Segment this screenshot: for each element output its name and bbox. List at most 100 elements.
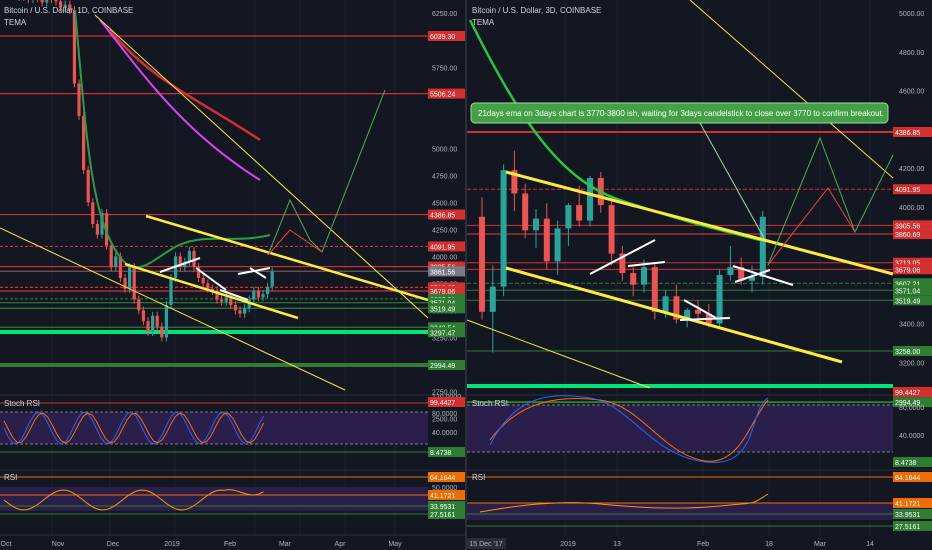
left-price-tag-3: 4091.95 — [430, 244, 455, 251]
right-candle-body-18 — [673, 296, 680, 320]
left-candle-body-56 — [266, 286, 270, 295]
right-x-tick-label: 2019 — [560, 541, 576, 548]
left-price-tag-10-bg — [428, 297, 465, 308]
right-candle-body-16 — [651, 267, 658, 312]
left-candle-body-31 — [151, 315, 155, 332]
left-stoch-tag-0-bg — [428, 397, 465, 407]
right-price-tag-4-bg — [893, 229, 932, 240]
right-pattern-line-1 — [627, 261, 666, 267]
left-trendline-upper — [94, 14, 429, 319]
left-y-tick-label: 5750.00 — [432, 65, 457, 72]
left-candle-body-50 — [238, 310, 242, 314]
left-stoch-tick-label: 80.0000 — [432, 411, 457, 418]
right-rsi-tag-1-bg — [893, 498, 932, 508]
left-channel-bottom — [124, 262, 299, 320]
left-trendline-lower — [0, 227, 346, 391]
right-price-tag-7: 3607.21 — [895, 281, 920, 288]
left-ema-red-line — [109, 29, 261, 142]
left-candle-body-24 — [118, 256, 122, 278]
right-y-tick-label: 5000.00 — [899, 11, 924, 18]
left-price-tag-11: 3519.49 — [430, 306, 455, 313]
left-candle-body-32 — [155, 315, 159, 327]
right-candle-body-9 — [576, 205, 583, 221]
left-price-pane: 6250.00 5750.00 5000.00 4750.00 4500.00 4250.… — [0, 0, 465, 535]
left-price-tag-2-bg — [428, 209, 465, 220]
left-candle-body-39 — [187, 250, 191, 262]
right-rsi-line — [479, 493, 769, 513]
right-projection-red — [767, 187, 856, 266]
right-pattern-line-2 — [679, 317, 731, 321]
right-rsi-pane: 64.1644 41.1721 33.9531 27.5161 — [467, 469, 932, 531]
left-price-tag-6-bg — [428, 266, 465, 277]
left-rsi-tag-2: 33.9531 — [430, 504, 455, 511]
right-price-pane: 5000.004800.004600.004200.004000.003600.… — [466, 0, 932, 535]
left-rsi-label: RSI — [4, 473, 17, 482]
right-rsi-tag-0-bg — [893, 472, 932, 482]
right-stoch-tag-1: 8.4738 — [895, 460, 917, 467]
right-candle-body-6 — [543, 218, 550, 262]
left-candle-body-33 — [160, 326, 164, 338]
right-price-tag-7-bg — [893, 278, 932, 289]
left-price-tag-0-bg — [428, 31, 465, 41]
left-candle-body-25 — [123, 277, 127, 289]
left-x-tick-label: May — [388, 541, 402, 548]
left-candle-body-27 — [132, 267, 136, 300]
left-candle-body-37 — [178, 256, 182, 268]
left-stoch-label: Stoch RSI — [4, 399, 40, 408]
left-candle-body-44 — [210, 288, 214, 291]
right-price-tag-2-bg — [893, 220, 932, 231]
right-y-tick-label: 4600.00 — [899, 89, 924, 96]
left-candle-body-18 — [91, 202, 95, 224]
right-candle-body-15 — [641, 267, 647, 285]
left-candle-body-15 — [77, 83, 81, 116]
left-candle-body-48 — [229, 297, 233, 305]
right-candle-body-4 — [522, 193, 529, 231]
right-candle-body-8 — [565, 205, 572, 229]
right-rsi-tag-1: 41.1721 — [895, 501, 920, 508]
left-price-tag-1-bg — [428, 88, 465, 99]
right-price-tag-5: 3713.05 — [895, 261, 920, 268]
left-indicator-label: TEMA — [4, 18, 27, 27]
left-y-tick-label: 2750.00 — [432, 389, 457, 396]
right-x-tick-label: 13 — [613, 541, 621, 548]
left-candle-body-14 — [72, 9, 76, 84]
left-chart-title: Bitcoin / U.S. Dollar, 1D, COINBASE — [4, 6, 133, 15]
right-price-tag-11: 2994.49 — [895, 400, 920, 407]
left-rsi-tag-1: 41.1721 — [430, 493, 455, 500]
right-y-tick-label: 4000.00 — [899, 205, 924, 212]
right-stoch-tag-0-bg — [893, 387, 932, 397]
left-price-tag-11-bg — [428, 303, 465, 314]
right-stoch-band — [467, 405, 893, 452]
right-price-tag-9-bg — [893, 295, 932, 306]
left-projection-red — [267, 229, 323, 256]
left-candle-body-47 — [224, 297, 228, 302]
left-x-tick-label: Apr — [335, 541, 347, 548]
right-candle-body-24 — [738, 267, 745, 281]
left-y-tick-label: 2500.00 — [432, 416, 457, 423]
right-price-tag-4: 3860.69 — [895, 232, 920, 239]
right-channel-bottom — [505, 266, 843, 364]
right-y-tick-label: 4200.00 — [899, 166, 924, 173]
left-price-tag-13-bg — [428, 327, 465, 338]
right-x-tick-label: 18 — [765, 541, 773, 548]
right-rsi-label: RSI — [472, 473, 485, 482]
right-candle-body-25 — [749, 276, 755, 281]
right-stoch-d-line — [489, 397, 769, 462]
left-stoch-band — [0, 412, 428, 444]
left-price-tag-14-bg — [428, 360, 465, 370]
left-price-tag-2: 4386.85 — [430, 213, 455, 220]
left-candle-body-55 — [261, 294, 265, 298]
right-candle-body-7 — [554, 228, 561, 262]
right-price-tag-10: 3258.00 — [895, 349, 920, 356]
annotation-pointer — [699, 122, 765, 239]
right-candle-body-1 — [489, 286, 496, 312]
right-projection-green — [767, 136, 894, 266]
left-candle-body-13 — [68, 4, 72, 10]
right-price-tag-11-bg — [893, 397, 932, 408]
right-rsi-tag-3-bg — [893, 521, 932, 531]
left-candle-body-21 — [105, 213, 109, 246]
left-rsi-tag-1-bg — [428, 490, 465, 500]
right-x-tick-label: Mar — [814, 541, 827, 548]
